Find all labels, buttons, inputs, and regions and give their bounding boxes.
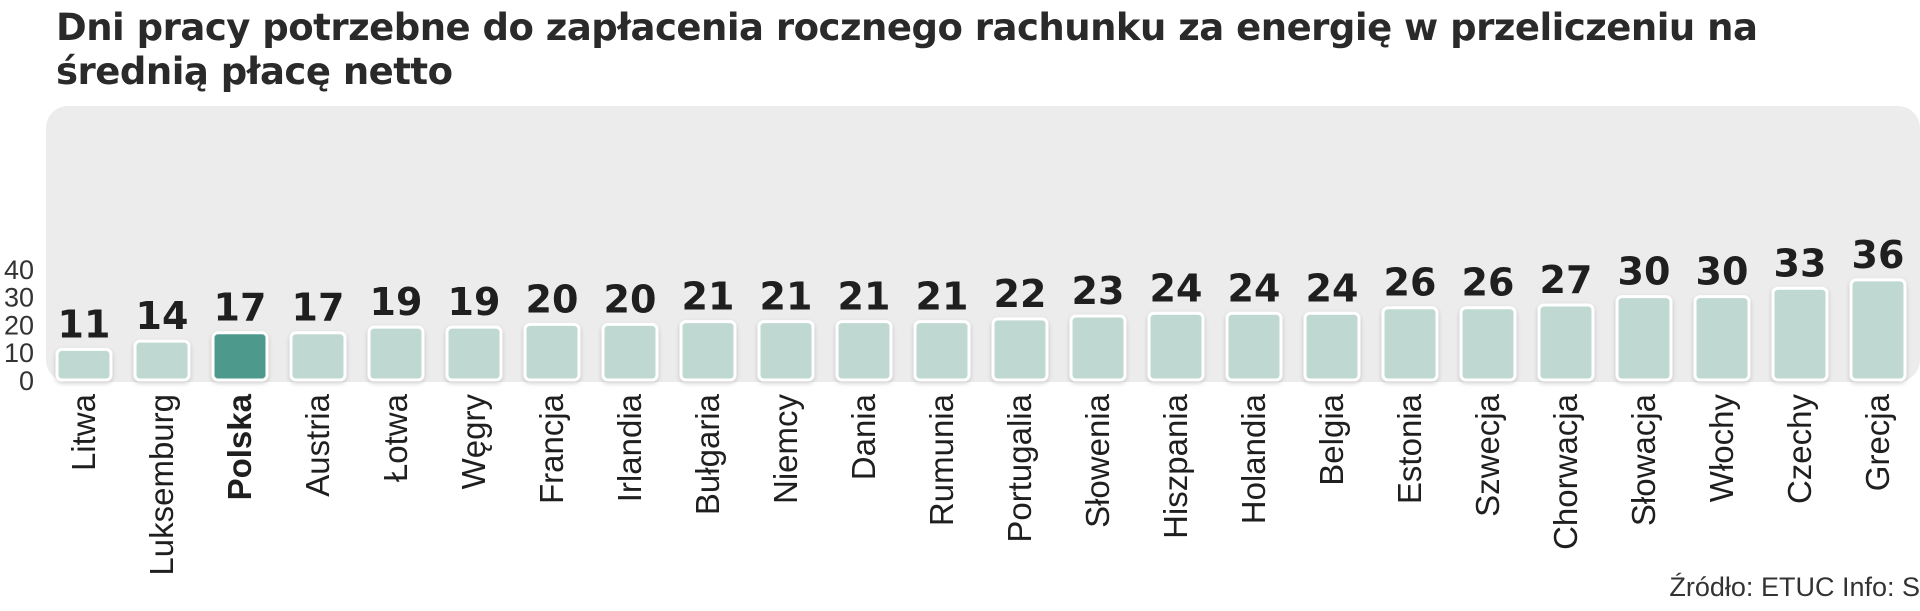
bar [835, 320, 893, 382]
x-tick-label: Holandia [1235, 393, 1272, 524]
bar [757, 320, 815, 382]
x-tick-label: Francja [533, 393, 570, 504]
data-label: 19 [448, 280, 501, 324]
x-tick-label: Słowenia [1079, 393, 1116, 528]
bar [445, 325, 503, 382]
bar [601, 322, 659, 382]
data-label: 23 [1072, 269, 1125, 313]
bar [289, 331, 347, 382]
bar [1849, 278, 1907, 382]
x-tick-label: Włochy [1703, 394, 1740, 503]
bar [1693, 295, 1751, 382]
data-label: 30 [1618, 250, 1671, 294]
x-tick-label: Rumunia [923, 393, 960, 526]
x-axis-labels: Litwa Luksemburg Polska Austria Łotwa Węgry Fr… [65, 393, 1896, 575]
source-note: Źródło: ETUC Info: S [1669, 572, 1920, 602]
x-tick-label: Niemcy [767, 394, 804, 505]
bar [367, 325, 425, 382]
data-label: 20 [604, 277, 657, 321]
value-labels: 11 14 17 17 19 19 20 20 21 21 21 21 22 23 24 24 24 26 26 27… [58, 233, 1905, 347]
data-label: 22 [994, 272, 1047, 316]
bar [1459, 306, 1517, 382]
data-label: 24 [1228, 266, 1281, 310]
chart-title: Dni pracy potrzebne do zapłacenia roczne… [56, 6, 1758, 93]
y-tick-label: 0 [19, 366, 34, 396]
data-label: 11 [58, 302, 111, 346]
y-tick-label: 10 [4, 338, 34, 368]
x-tick-label: Dania [845, 393, 882, 480]
data-label: 30 [1696, 250, 1749, 294]
x-tick-label: Hiszpania [1157, 393, 1194, 539]
bar [1303, 311, 1361, 382]
bar [991, 317, 1049, 382]
x-tick-label: Chorwacja [1547, 393, 1584, 550]
x-tick-label: Litwa [65, 393, 102, 471]
bar [913, 320, 971, 382]
data-label: 33 [1774, 241, 1827, 285]
bar [1381, 306, 1439, 382]
bar [133, 339, 191, 382]
bar [523, 322, 581, 382]
bar [1225, 311, 1283, 382]
bar [1537, 303, 1595, 382]
x-tick-label: Belgia [1313, 393, 1350, 485]
bar [211, 331, 269, 382]
data-label: 24 [1306, 266, 1359, 310]
x-tick-label: Luksemburg [143, 394, 180, 576]
data-label: 17 [292, 286, 345, 330]
x-tick-label: Irlandia [611, 393, 648, 502]
bar [1615, 295, 1673, 382]
data-label: 21 [838, 275, 891, 319]
y-tick-label: 30 [4, 283, 34, 313]
data-label: 20 [526, 277, 579, 321]
plot-background [46, 106, 1920, 382]
data-label: 17 [214, 286, 267, 330]
x-tick-label: Austria [299, 393, 336, 496]
data-label: 26 [1462, 261, 1515, 305]
x-tick-label: Słowacja [1625, 393, 1662, 526]
data-label: 24 [1150, 266, 1203, 310]
data-label: 14 [136, 294, 189, 338]
x-tick-label: Grecja [1859, 393, 1896, 491]
bars [55, 278, 1907, 382]
bar [1147, 311, 1205, 382]
x-tick-label: Bułgaria [689, 393, 726, 515]
x-tick-label: Łotwa [377, 393, 414, 482]
y-tick-label: 40 [4, 255, 34, 285]
x-tick-label: Węgry [455, 394, 492, 490]
x-tick-label: Czechy [1781, 394, 1818, 505]
data-label: 21 [916, 275, 969, 319]
data-label: 36 [1852, 233, 1905, 277]
bar [1771, 286, 1829, 382]
bar [1069, 314, 1127, 382]
data-label: 21 [682, 275, 735, 319]
data-label: 26 [1384, 261, 1437, 305]
bar [55, 347, 113, 382]
data-label: 21 [760, 275, 813, 319]
x-tick-label: Estonia [1391, 393, 1428, 504]
x-tick-label: Polska [221, 393, 258, 500]
data-label: 19 [370, 280, 423, 324]
bar [679, 320, 737, 382]
y-tick-label: 20 [4, 310, 34, 340]
data-label: 27 [1540, 258, 1593, 302]
x-tick-label: Szwecja [1469, 393, 1506, 517]
x-tick-label: Portugalia [1001, 393, 1038, 542]
